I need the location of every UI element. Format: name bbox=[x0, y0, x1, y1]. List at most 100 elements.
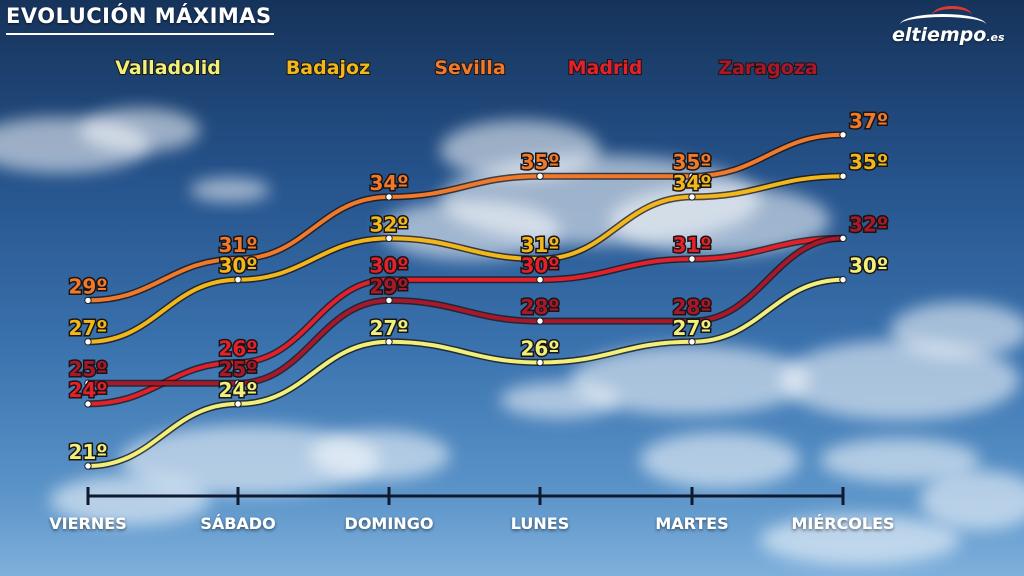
data-point bbox=[385, 276, 393, 284]
x-tick-label: SÁBADO bbox=[200, 514, 275, 533]
data-point bbox=[385, 234, 393, 243]
data-point bbox=[385, 338, 393, 346]
cloud-shape bbox=[120, 425, 380, 495]
data-label: 30º bbox=[849, 254, 888, 278]
cloud-shape bbox=[80, 108, 200, 152]
data-point bbox=[84, 462, 92, 470]
cloud-shape bbox=[780, 340, 1020, 420]
data-label: 34º bbox=[672, 171, 711, 195]
data-point bbox=[536, 358, 544, 367]
data-label: 31º bbox=[520, 233, 559, 257]
data-point bbox=[536, 276, 544, 284]
cloud-shape bbox=[500, 382, 620, 418]
data-point bbox=[234, 379, 242, 387]
data-label: 28º bbox=[672, 295, 711, 319]
series-line bbox=[86, 277, 845, 468]
cloud-shape bbox=[50, 475, 210, 525]
data-label: 30º bbox=[520, 254, 559, 278]
logo-main: eltiempo bbox=[892, 24, 987, 46]
data-label: 31º bbox=[218, 233, 257, 257]
x-tick-label: DOMINGO bbox=[345, 514, 434, 533]
data-label: 21º bbox=[68, 440, 107, 464]
data-point bbox=[688, 172, 696, 180]
data-point bbox=[84, 338, 92, 346]
legend-item: Badajoz bbox=[286, 57, 370, 79]
data-point bbox=[839, 234, 847, 243]
data-label: 32º bbox=[849, 212, 888, 236]
data-label: 35º bbox=[849, 150, 888, 174]
data-labels: 21º24º27º26º27º30º27º30º32º31º34º35º29º3… bbox=[67, 107, 890, 465]
cloud-shape bbox=[380, 200, 560, 260]
x-tick-label: VIERNES bbox=[49, 514, 126, 533]
data-points bbox=[84, 131, 847, 470]
x-axis: VIERNES SÁBADO DOMINGO LUNES MARTES MIÉRCOLES bbox=[49, 487, 895, 533]
title-underline bbox=[6, 33, 274, 35]
data-point bbox=[688, 338, 696, 346]
logo-sun-icon bbox=[932, 6, 972, 25]
cloud-shape bbox=[310, 430, 450, 480]
x-tick-label: MIÉRCOLES bbox=[791, 514, 894, 533]
data-label: 34º bbox=[369, 171, 408, 195]
series-line bbox=[86, 132, 845, 303]
data-label: 25º bbox=[218, 357, 257, 381]
data-point bbox=[84, 400, 92, 408]
data-label: 27º bbox=[672, 316, 711, 340]
data-label: 24º bbox=[218, 378, 257, 402]
data-point bbox=[234, 358, 242, 367]
data-point bbox=[234, 255, 242, 263]
legend: Valladolid Badajoz Sevilla Madrid Zaragoza bbox=[114, 56, 818, 80]
data-point bbox=[234, 400, 242, 408]
legend-item: Valladolid bbox=[115, 57, 221, 79]
series-lines bbox=[84, 131, 847, 470]
data-label: 26º bbox=[520, 337, 559, 361]
x-tick-label: MARTES bbox=[655, 514, 728, 533]
data-point bbox=[688, 255, 696, 263]
logo-suffix: .es bbox=[986, 31, 1005, 44]
data-label: 32º bbox=[369, 212, 408, 236]
cloud-shape bbox=[890, 302, 1024, 358]
data-point bbox=[84, 296, 92, 305]
series-line bbox=[86, 174, 845, 344]
data-point bbox=[688, 193, 696, 201]
cloud-shape bbox=[190, 178, 270, 202]
cloud-shape bbox=[640, 432, 800, 488]
data-label: 35º bbox=[520, 150, 559, 174]
data-label: 27º bbox=[369, 316, 408, 340]
data-point bbox=[839, 131, 847, 139]
data-point bbox=[536, 255, 544, 263]
data-label: 27º bbox=[68, 316, 107, 340]
data-point bbox=[839, 276, 847, 284]
cloud-shape bbox=[570, 345, 810, 415]
data-label: 29º bbox=[68, 274, 107, 298]
data-label: 26º bbox=[218, 337, 257, 361]
data-point bbox=[688, 317, 696, 325]
series-line bbox=[86, 236, 845, 386]
data-label: 30º bbox=[369, 254, 408, 278]
data-point bbox=[839, 172, 847, 180]
x-tick-label: LUNES bbox=[511, 514, 569, 533]
data-label: 35º bbox=[672, 150, 711, 174]
data-label: 28º bbox=[520, 295, 559, 319]
cloud-background bbox=[0, 108, 1024, 565]
data-point bbox=[536, 317, 544, 325]
series-line bbox=[86, 236, 845, 406]
data-label: 24º bbox=[68, 378, 107, 402]
cloud-shape bbox=[920, 470, 1024, 530]
brand-logo: eltiempo.es bbox=[892, 24, 1005, 46]
data-point bbox=[385, 193, 393, 201]
legend-item: Sevilla bbox=[434, 57, 505, 79]
data-label: 31º bbox=[672, 233, 711, 257]
data-label: 29º bbox=[369, 274, 408, 298]
cloud-shape bbox=[760, 515, 960, 565]
data-point bbox=[385, 296, 393, 305]
data-label: 30º bbox=[218, 254, 257, 278]
data-point bbox=[234, 276, 242, 284]
data-label: 37º bbox=[849, 109, 888, 133]
legend-item: Madrid bbox=[568, 57, 643, 79]
data-label: 25º bbox=[68, 357, 107, 381]
data-label: 32º bbox=[849, 212, 888, 236]
data-point bbox=[536, 172, 544, 180]
cloud-shape bbox=[820, 438, 980, 482]
